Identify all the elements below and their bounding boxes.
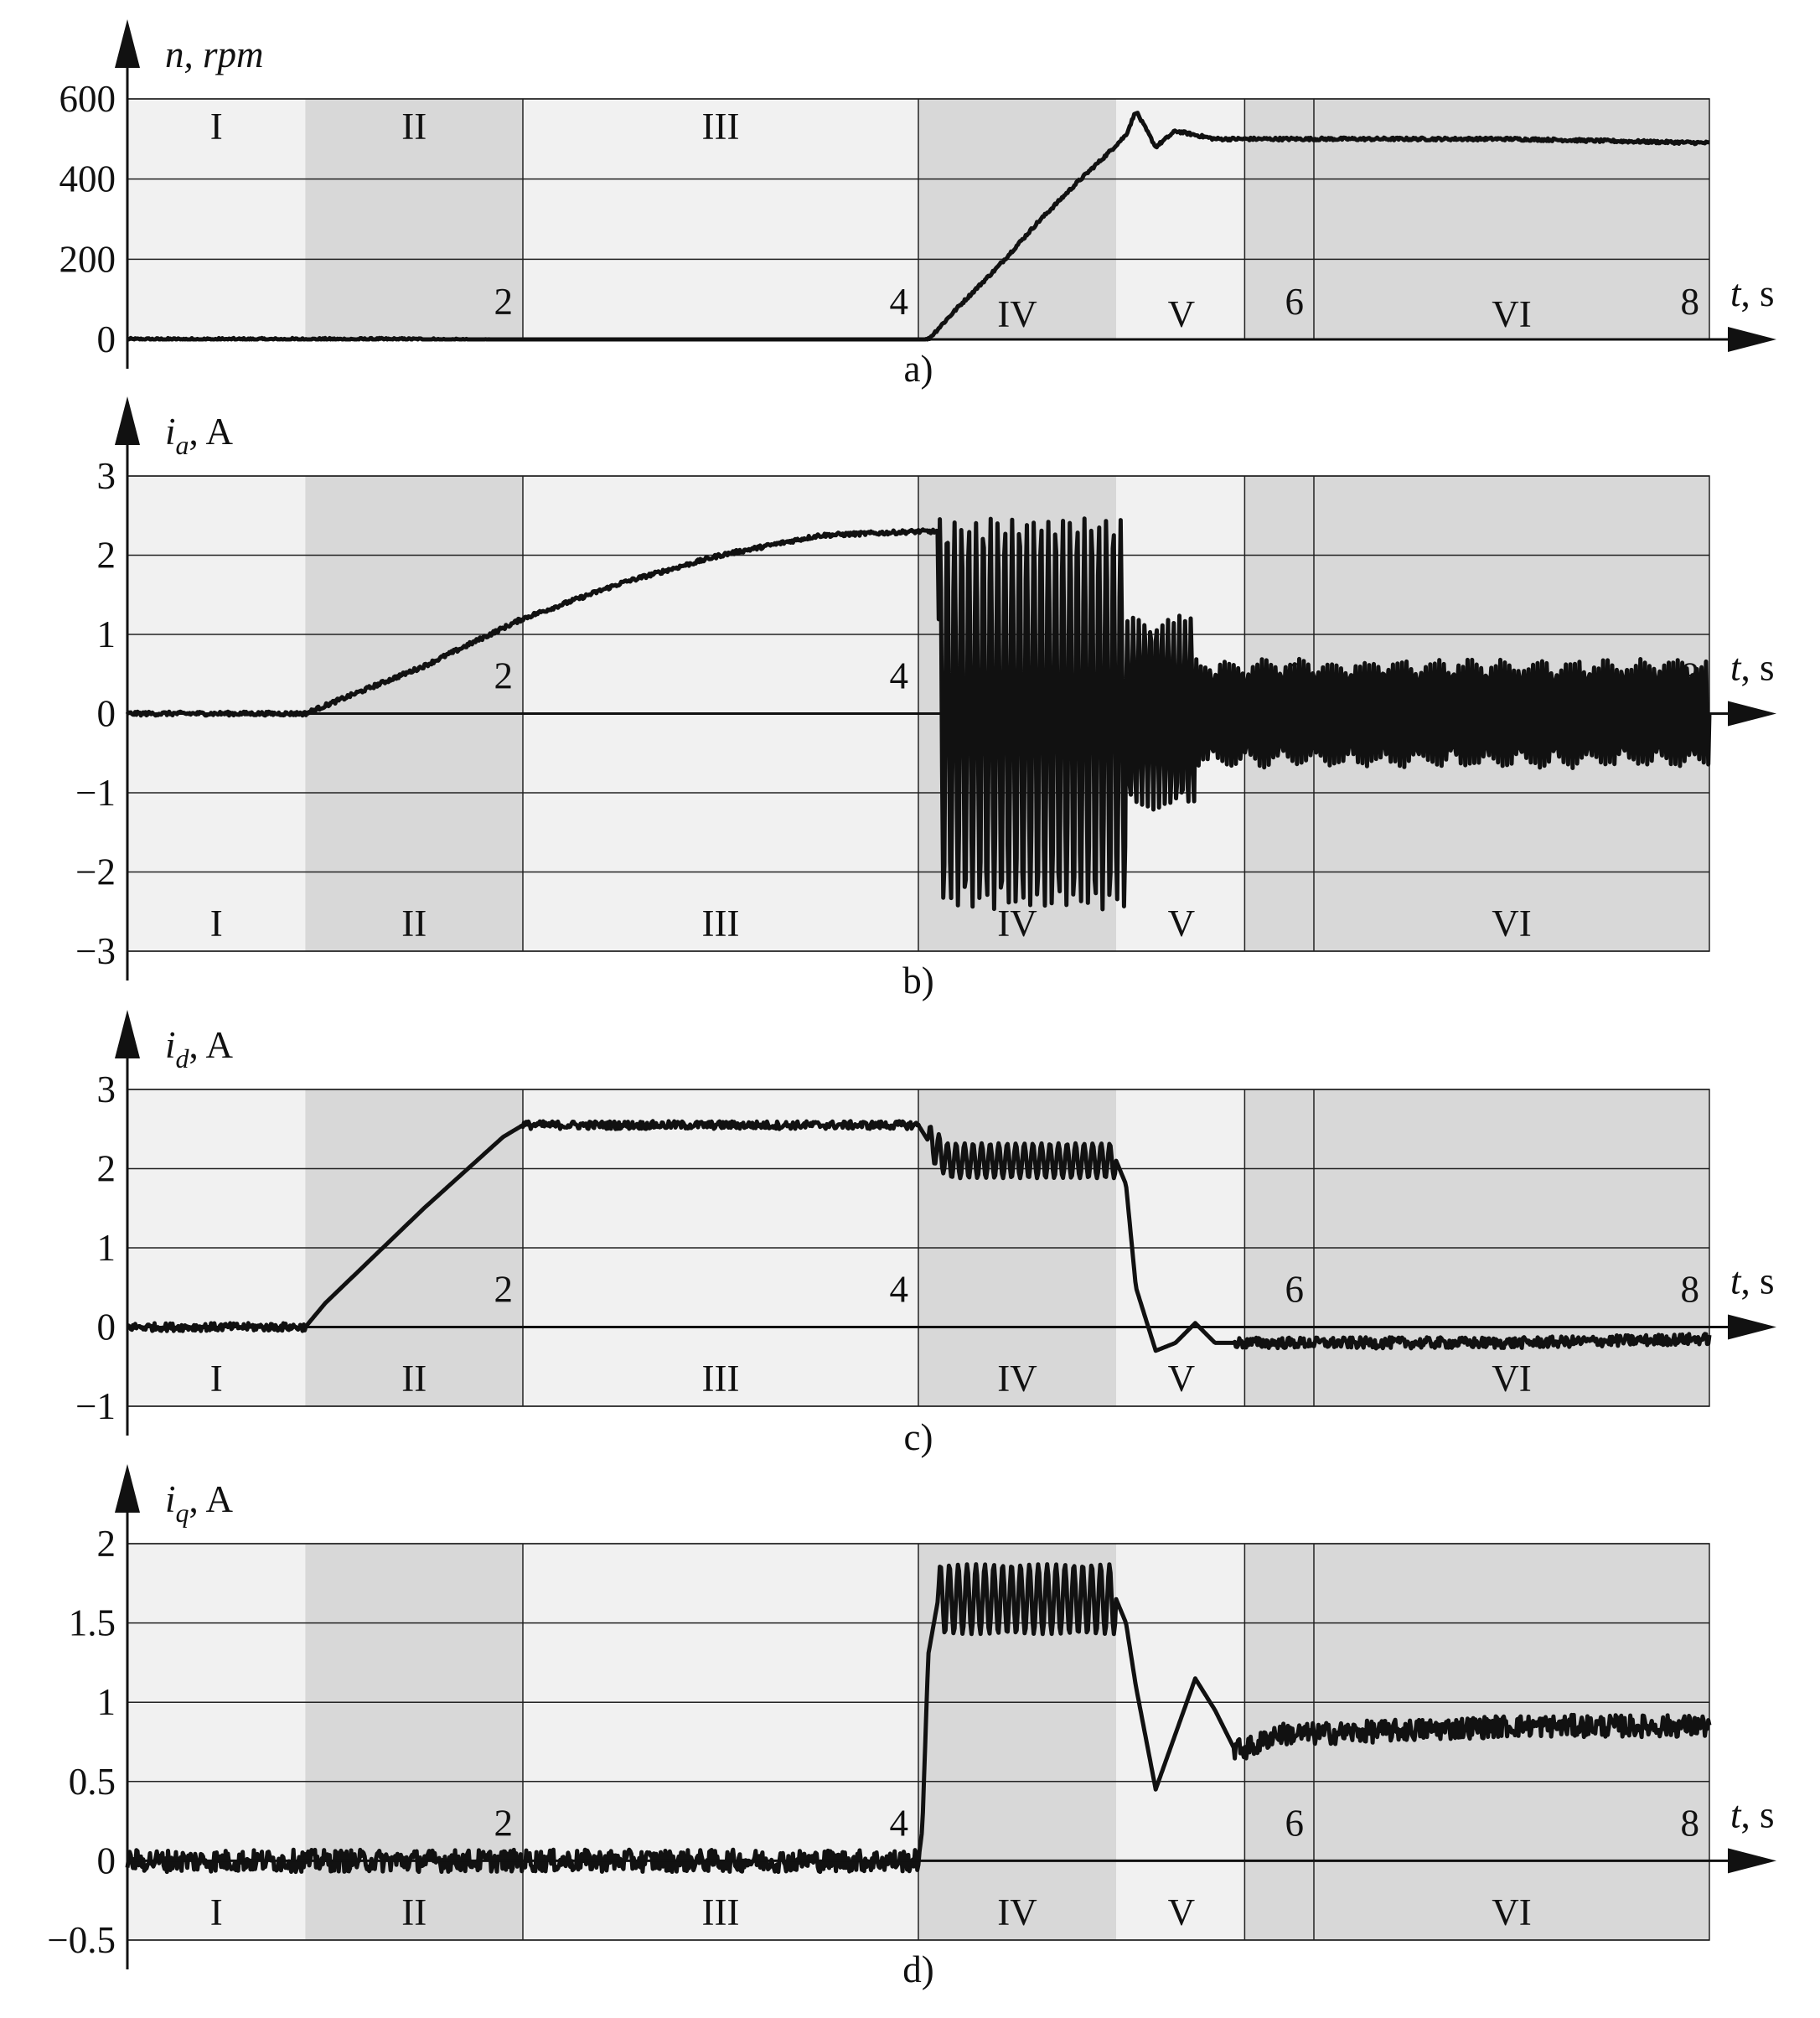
region-band: [1314, 1544, 1709, 1940]
data-line: [126, 1119, 1712, 1353]
region-label: IV: [997, 293, 1037, 335]
y-tick-label: 0: [97, 1307, 116, 1348]
x-tick-label: 6: [1285, 1802, 1305, 1844]
y-axis-arrow: [115, 396, 140, 445]
y-tick-label: 3: [97, 1069, 116, 1110]
region-label: V: [1168, 293, 1196, 335]
x-axis-title: t, s: [1730, 1260, 1775, 1302]
y-axis-arrow: [115, 19, 140, 68]
region-label: I: [210, 1358, 223, 1400]
region-label: IV: [997, 1358, 1037, 1400]
data-line: [125, 1562, 1712, 1875]
y-axis-arrow: [115, 1464, 140, 1513]
y-tick-label: 1: [97, 613, 116, 655]
x-tick-label: 2: [494, 281, 514, 323]
region-label: IV: [997, 903, 1037, 944]
y-tick-label: 0: [97, 1839, 116, 1881]
x-tick-label: 8: [1681, 1269, 1700, 1311]
y-tick-label: 0.5: [69, 1761, 116, 1803]
region-band: [305, 99, 523, 339]
y-tick-label: −2: [75, 851, 116, 893]
y-tick-label: 200: [59, 238, 116, 280]
region-band: [305, 1544, 523, 1940]
region-label: V: [1168, 1358, 1196, 1400]
x-axis-arrow: [1728, 701, 1776, 727]
y-axis-title: n, rpm: [165, 34, 264, 75]
y-axis-title: id, A: [165, 1024, 234, 1074]
region-label: I: [210, 1891, 223, 1933]
region-label: II: [401, 903, 427, 944]
x-axis-arrow: [1728, 1848, 1776, 1874]
region-label: V: [1168, 903, 1196, 944]
region-label: III: [702, 903, 740, 944]
x-tick-label: 8: [1681, 281, 1700, 323]
region-band: [127, 1544, 306, 1940]
y-tick-label: −0.5: [47, 1919, 116, 1961]
region-band: [918, 99, 1116, 339]
panel-d: 21.510.50−0.5I II III IV V VI2 4 6 8iq, At, sd): [47, 1464, 1776, 1990]
x-tick-label: 2: [494, 1802, 514, 1844]
x-tick-label: 6: [1285, 1269, 1305, 1311]
region-band: [523, 99, 918, 339]
region-label: IV: [997, 1891, 1037, 1933]
x-tick-label: 2: [494, 655, 514, 697]
region-label: I: [210, 106, 223, 147]
panel-label: a): [904, 348, 933, 390]
y-axis-arrow: [115, 1010, 140, 1058]
region-band: [523, 1544, 918, 1940]
region-band: [1116, 1544, 1245, 1940]
region-label: II: [401, 106, 427, 147]
x-tick-label: 8: [1681, 1802, 1700, 1844]
x-tick-label: 6: [1285, 281, 1305, 323]
y-axis-title: ia, A: [165, 411, 234, 460]
region-label: VI: [1492, 293, 1531, 335]
panel-label: b): [902, 960, 934, 1001]
y-tick-label: 1: [97, 1227, 116, 1269]
data-line: [125, 516, 1712, 912]
region-band: [127, 99, 306, 339]
y-tick-label: 1.5: [69, 1602, 116, 1644]
x-tick-label: 2: [494, 1269, 514, 1311]
region-label: III: [702, 106, 740, 147]
x-axis-title: t, s: [1730, 647, 1775, 689]
y-tick-label: 1: [97, 1681, 116, 1723]
x-tick-label: 4: [890, 655, 909, 697]
x-tick-label: 4: [890, 281, 909, 323]
y-tick-label: 2: [97, 535, 116, 577]
x-axis-title: t, s: [1730, 1793, 1775, 1835]
region-label: II: [401, 1891, 427, 1933]
region-label: VI: [1492, 1891, 1531, 1933]
x-axis-arrow: [1728, 327, 1776, 352]
y-tick-label: 2: [97, 1148, 116, 1190]
y-tick-label: −1: [75, 772, 116, 814]
y-tick-label: 2: [97, 1523, 116, 1565]
region-label: VI: [1492, 903, 1531, 944]
y-tick-label: 3: [97, 455, 116, 497]
y-tick-label: −1: [75, 1385, 116, 1427]
region-label: II: [401, 1358, 427, 1400]
region-label: I: [210, 903, 223, 944]
y-tick-label: 400: [59, 158, 116, 200]
region-label: III: [702, 1358, 740, 1400]
y-tick-label: −3: [75, 930, 116, 972]
y-tick-label: 600: [59, 78, 116, 120]
y-tick-label: 0: [97, 318, 116, 360]
region-label: V: [1168, 1891, 1196, 1933]
x-tick-label: 4: [890, 1269, 909, 1311]
y-axis-title: iq, A: [165, 1478, 234, 1528]
x-axis-title: t, s: [1730, 272, 1775, 314]
panel-label: c): [904, 1416, 933, 1458]
x-axis-arrow: [1728, 1314, 1776, 1340]
x-tick-label: 4: [890, 1802, 909, 1844]
region-label: III: [702, 1891, 740, 1933]
region-label: VI: [1492, 1358, 1531, 1400]
panel-label: d): [902, 1948, 934, 1990]
y-tick-label: 0: [97, 693, 116, 735]
